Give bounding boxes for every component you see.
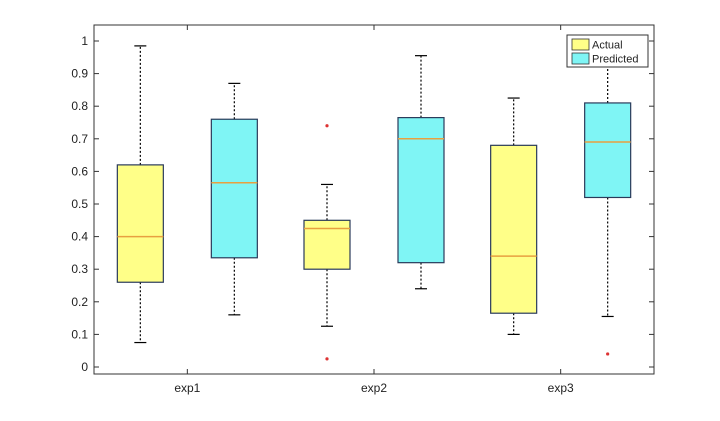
outlier-point: [606, 352, 610, 356]
legend-swatch-actual: [571, 38, 590, 51]
y-tick-label: 0: [81, 360, 88, 374]
y-tick-label: 0.5: [71, 197, 88, 211]
x-tick-label-exp2: exp2: [361, 381, 387, 395]
iqr-box: [210, 118, 258, 259]
box-predicted-exp1: [210, 82, 258, 316]
y-tick-label: 0.8: [71, 99, 88, 113]
iqr-box: [397, 117, 445, 264]
y-tick-label: 0.9: [71, 67, 88, 81]
y-tick-label: 0.4: [71, 230, 88, 244]
x-tick-label-exp3: exp3: [548, 381, 574, 395]
outlier-point: [325, 357, 329, 361]
y-axis: 0 0.1 0.2 0.3 0.4 0.5 0.6 0.7 0.8 0.9 1: [71, 34, 654, 374]
legend-label-predicted: Predicted: [592, 54, 638, 66]
x-axis: exp1 exp2 exp3: [174, 25, 574, 395]
legend-swatch-predicted: [571, 52, 590, 65]
y-tick-label: 0.7: [71, 132, 88, 146]
plot-area: [93, 24, 655, 375]
y-tick-label: 0.3: [71, 262, 88, 276]
legend-label-actual: Actual: [592, 40, 623, 52]
box-actual-exp1: [116, 45, 164, 344]
box-predicted-exp2: [397, 55, 445, 290]
box-actual-exp2: [303, 124, 351, 361]
iqr-box: [584, 102, 632, 199]
y-tick-label: 0.1: [71, 327, 88, 341]
legend: Actual Predicted: [566, 34, 649, 68]
box-predicted-exp3: [584, 40, 632, 356]
y-tick-label: 0.6: [71, 164, 88, 178]
y-tick-label: 1: [81, 34, 88, 48]
outlier-point: [325, 124, 329, 128]
iqr-box: [116, 164, 164, 283]
boxes-layer: [116, 40, 632, 361]
iqr-box: [303, 219, 351, 270]
y-tick-label: 0.2: [71, 295, 88, 309]
iqr-box: [490, 144, 538, 314]
box-actual-exp3: [490, 97, 538, 335]
x-tick-label-exp1: exp1: [174, 381, 200, 395]
